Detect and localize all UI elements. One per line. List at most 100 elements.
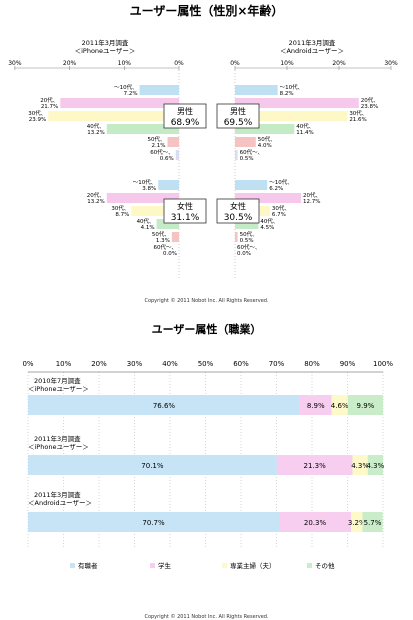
bottom-bar-segment [347,395,383,415]
iphone-male-bar [139,85,179,95]
bottom-axis-tick-label: 50% [198,360,214,368]
iphone-male-value-label: 23.9% [29,117,46,123]
iphone-female-bar [106,193,179,203]
android-female-total-box [216,198,260,224]
bottom-axis-tick-label: 70% [269,360,285,368]
left-axis-tick-label: 10% [118,60,132,67]
bottom-bar-segment [351,512,363,532]
bottom-copyright: Copyright © 2011 Nobot Inc. All Rights R… [144,613,268,620]
android-female-total-label: 女性 [230,201,246,211]
bottom-bar-value-label: 8.9% [307,402,325,410]
right-axis-tick-label: 30% [384,60,398,67]
android-female-category-label: 40代、 [260,217,278,225]
android-male-total-value: 69.5% [224,118,253,128]
iphone-female-category-label: 20代、 [87,191,105,199]
right-axis-tick-label: 20% [332,60,346,67]
bottom-bar-segment [352,455,368,475]
right-header-line1: 2011年3月調査 [289,38,336,47]
bottom-bar-value-label: 76.6% [153,402,176,410]
iphone-male-bar [167,137,179,147]
android-female-bar [235,193,302,203]
iphone-female-value-label: 4.1% [141,225,155,231]
android-male-category-label: 50代、 [258,135,276,143]
iphone-female-value-label: 8.7% [115,212,129,218]
iphone-male-category-label: 60代〜、 [150,148,174,156]
bottom-axis-tick-label: 0% [22,360,33,368]
android-male-value-label: 11.4% [296,130,313,136]
android-male-total-label: 男性 [230,106,246,116]
bottom-axis-tick-label: 90% [340,360,356,368]
iphone-male-bar [175,150,179,160]
left-axis-tick-label: 0% [174,60,184,67]
android-male-total-box [216,103,260,129]
iphone-male-value-label: 0.6% [160,156,174,162]
iphone-male-category-label: 50代、 [148,135,166,143]
bottom-axis-tick-label: 80% [304,360,320,368]
iphone-male-total-value: 68.9% [171,118,200,128]
iphone-male-bar [106,124,179,134]
bottom-bar-segment [367,455,383,475]
android-male-bar [235,137,256,147]
android-male-bar [235,124,295,134]
iphone-female-bar [171,232,179,242]
android-male-category-label: 30代、 [349,109,367,117]
android-male-value-label: 23.8% [361,104,378,110]
iphone-female-category-label: 60代〜、 [154,243,178,251]
bottom-bar-value-label: 4.3% [351,462,369,470]
bottom-bar-segment [28,395,300,415]
iphone-male-category-label: 30代、 [28,109,46,117]
bottom-axis-tick-label: 30% [127,360,143,368]
iphone-male-value-label: 13.2% [87,130,104,136]
bottom-bar-segment [362,512,383,532]
android-male-value-label: 0.5% [240,156,254,162]
legend-label: 専業主婦（夫） [230,561,276,570]
bottom-row-label-line1: 2011年3月調査 [34,490,81,499]
android-female-bar [235,180,268,190]
android-male-category-label: 〜10代、 [280,83,304,91]
iphone-male-value-label: 7.2% [124,91,138,97]
iphone-male-bar [60,98,180,108]
iphone-male-value-label: 2.1% [152,143,166,149]
legend-swatch [307,563,312,568]
android-female-category-label: 30代、 [272,204,290,212]
android-female-value-label: 4.5% [260,225,274,231]
bottom-row-label-line2: ＜iPhoneユーザー＞ [28,443,89,451]
bottom-bar-segment [278,512,352,532]
android-male-bar [235,111,348,121]
iphone-female-category-label: 50代、 [152,230,170,238]
bottom-bar-segment [276,455,353,475]
bottom-axis-tick-label: 10% [56,360,72,368]
bottom-bar-value-label: 21.3% [304,462,327,470]
bottom-bar-segment [28,455,277,475]
iphone-female-category-label: 40代、 [137,217,155,225]
legend-swatch [150,563,155,568]
iphone-female-bar [156,219,179,229]
android-male-value-label: 4.0% [258,143,272,149]
iphone-female-bar [131,206,179,216]
android-female-category-label: 〜10代、 [269,178,293,186]
bottom-axis-tick-label: 60% [233,360,249,368]
right-axis-tick-label: 0% [230,60,240,67]
iphone-female-bar [158,180,179,190]
android-female-bar [235,219,259,229]
left-header-line1: 2011年3月調査 [82,38,129,47]
android-female-category-label: 50代、 [240,230,258,238]
bottom-axis-tick-label: 20% [91,360,107,368]
bottom-bar-value-label: 20.3% [304,519,327,527]
bottom-bar-segment [299,395,332,415]
iphone-male-total-label: 男性 [177,106,193,116]
legend-swatch [222,563,227,568]
android-male-value-label: 8.2% [280,91,294,97]
iphone-female-total-value: 31.1% [171,213,200,223]
iphone-male-category-label: 20代、 [40,96,58,104]
legend-label: その他 [315,561,335,570]
top-chart-title: ユーザー属性（性別×年齢） [130,3,284,18]
bottom-bar-segment [331,395,348,415]
legend-swatch [70,563,75,568]
android-male-category-label: 60代〜、 [240,148,264,156]
android-female-value-label: 6.2% [269,186,283,192]
bottom-bar-segment [28,512,279,532]
iphone-male-category-label: 40代、 [87,122,105,130]
left-header-line2: ＜iPhoneユーザー＞ [75,47,136,55]
